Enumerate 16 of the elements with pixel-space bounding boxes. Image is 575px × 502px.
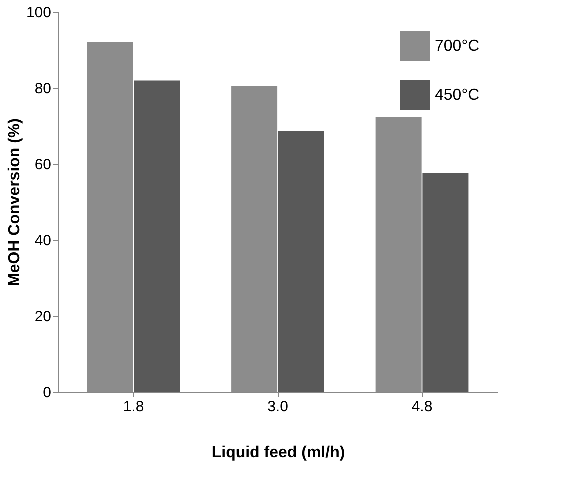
- y-tick-label: 40: [34, 232, 52, 250]
- x-tick-label: 1.8: [123, 398, 144, 416]
- x-tick-label: 4.8: [412, 398, 433, 416]
- bar: [422, 174, 469, 392]
- y-tick-label: 80: [34, 80, 52, 98]
- y-tick-label: 100: [26, 4, 52, 22]
- bar: [134, 80, 180, 392]
- y-tick-label: 0: [43, 384, 52, 402]
- legend-label: 700°C: [435, 38, 480, 55]
- y-tick-label: 20: [34, 308, 52, 326]
- x-axis-title: Liquid feed (ml/h): [212, 444, 346, 462]
- y-tick-label: 60: [34, 156, 52, 174]
- y-axis-title: MeOH Conversion (%): [6, 118, 24, 287]
- legend-label: 450°C: [435, 87, 480, 104]
- bar: [278, 131, 324, 392]
- x-tick-label: 3.0: [268, 398, 288, 416]
